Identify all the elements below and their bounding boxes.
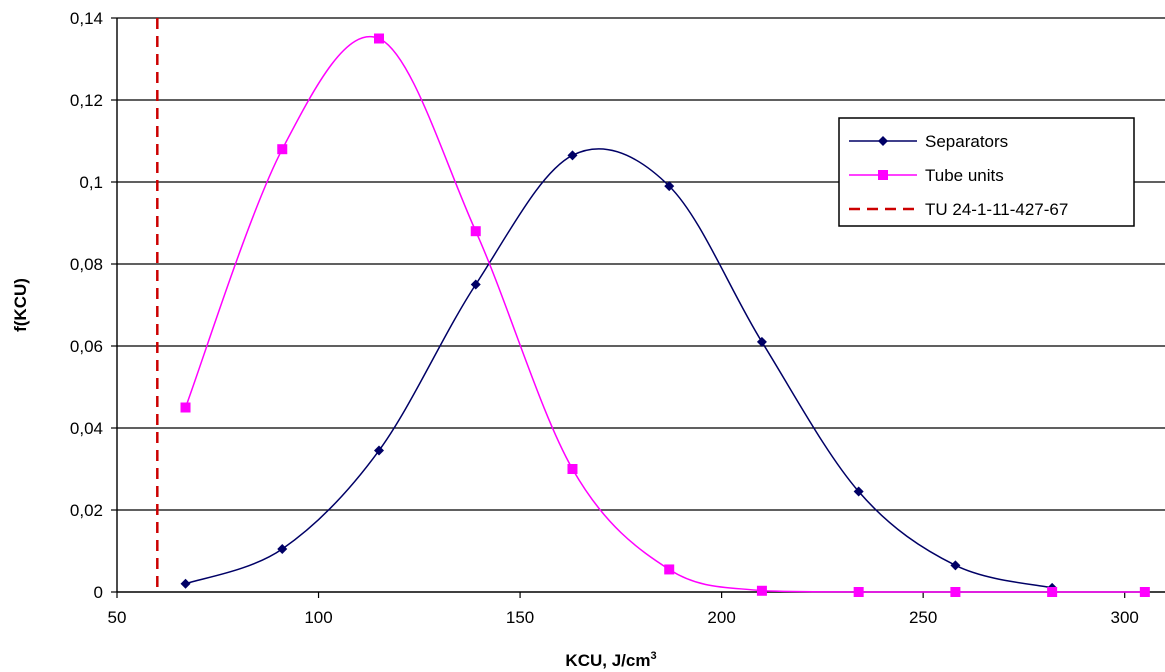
legend-label-reference: TU 24-1-11-427-67 (925, 200, 1068, 219)
tick-labels: 0 0,02 0,04 0,06 0,08 0,1 0,12 0,14 50 100 150 200 2… (70, 9, 1139, 627)
data-point-separators (567, 150, 578, 161)
x-tick-label: 150 (506, 608, 534, 627)
data-point-tube-units (853, 587, 864, 597)
legend-label-tube-units: Tube units (925, 166, 1004, 185)
data-point-separators (374, 445, 384, 456)
x-tick-label: 250 (909, 608, 937, 627)
x-tick-label: 200 (707, 608, 735, 627)
y-tick-label: 0,08 (70, 255, 103, 274)
legend-square-marker (878, 170, 888, 180)
data-point-separators (277, 543, 288, 554)
data-point-tube-units (1047, 587, 1058, 597)
data-point-tube-units (470, 226, 481, 237)
data-point-separators (470, 279, 481, 290)
legend: Separators Tube units TU 24-1-11-427-67 (838, 117, 1135, 227)
x-axis-title: KCU, J/cm3 (565, 650, 656, 670)
y-tick-label: 0,04 (70, 419, 103, 438)
legend-diamond-marker (878, 136, 888, 146)
legend-item-tube-units: Tube units (849, 166, 1004, 185)
data-point-tube-units (1139, 587, 1150, 597)
data-point-tube-units (180, 402, 191, 413)
axes (111, 17, 1165, 598)
y-axis-title: f(KCU) (11, 278, 30, 332)
y-tick-label: 0,1 (79, 173, 103, 192)
y-tick-label: 0,12 (70, 91, 103, 110)
data-point-separators (756, 336, 767, 347)
legend-label-separators: Separators (925, 132, 1008, 151)
grid-lines (117, 17, 1165, 511)
data-point-tube-units (664, 564, 675, 575)
data-point-tube-units (756, 585, 767, 596)
data-point-separators (853, 486, 864, 497)
x-tick-label: 50 (108, 608, 127, 627)
series-line-separators (185, 148, 1053, 589)
data-points (180, 33, 1150, 597)
data-point-separators (180, 578, 191, 589)
y-tick-label: 0,02 (70, 501, 103, 520)
y-tick-label: 0,06 (70, 337, 103, 356)
y-tick-label: 0,14 (70, 9, 103, 28)
data-point-separators (950, 560, 961, 571)
legend-item-separators: Separators (849, 132, 1008, 151)
legend-item-reference: TU 24-1-11-427-67 (849, 200, 1068, 219)
data-point-tube-units (950, 587, 961, 597)
data-point-tube-units (567, 464, 578, 474)
x-tick-label: 300 (1111, 608, 1139, 627)
x-tick-label: 100 (304, 608, 332, 627)
data-point-separators (664, 181, 675, 192)
data-point-tube-units (374, 33, 384, 44)
y-tick-label: 0 (94, 583, 103, 602)
x-axis-title-superscript: 3 (650, 650, 656, 662)
data-point-tube-units (277, 144, 288, 155)
